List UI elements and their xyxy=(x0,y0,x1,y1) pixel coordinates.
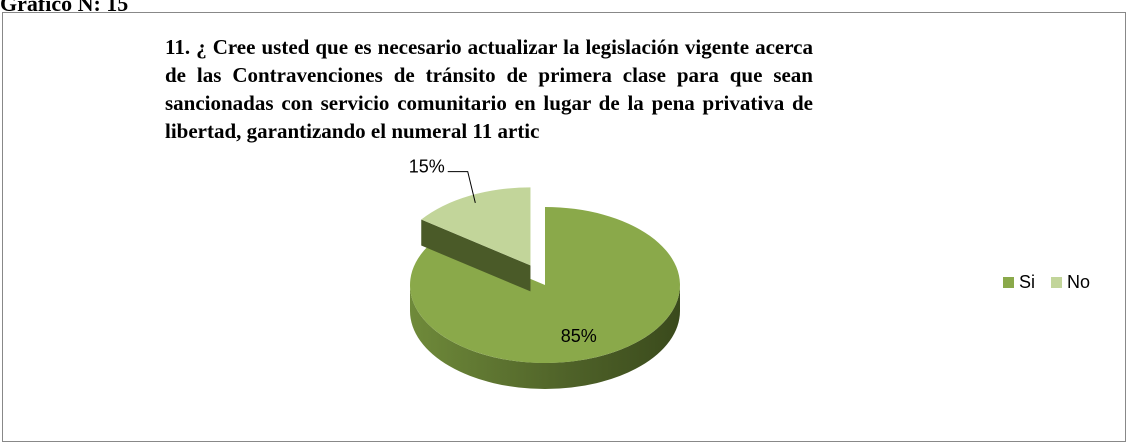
data-label: 15% xyxy=(409,156,445,176)
chart-title: 11. ¿ Cree usted que es necesario actual… xyxy=(165,35,813,143)
pie-slice xyxy=(410,207,680,363)
pie-cut-face xyxy=(421,219,531,292)
pie-side xyxy=(410,285,680,389)
legend-swatch xyxy=(1003,277,1014,288)
legend-swatch xyxy=(1051,277,1063,288)
leader-line xyxy=(447,171,476,203)
legend-label: No xyxy=(1067,272,1090,292)
legend-label: Si xyxy=(1019,272,1035,292)
pie-slice xyxy=(421,187,531,266)
data-label: 85% xyxy=(561,326,597,346)
